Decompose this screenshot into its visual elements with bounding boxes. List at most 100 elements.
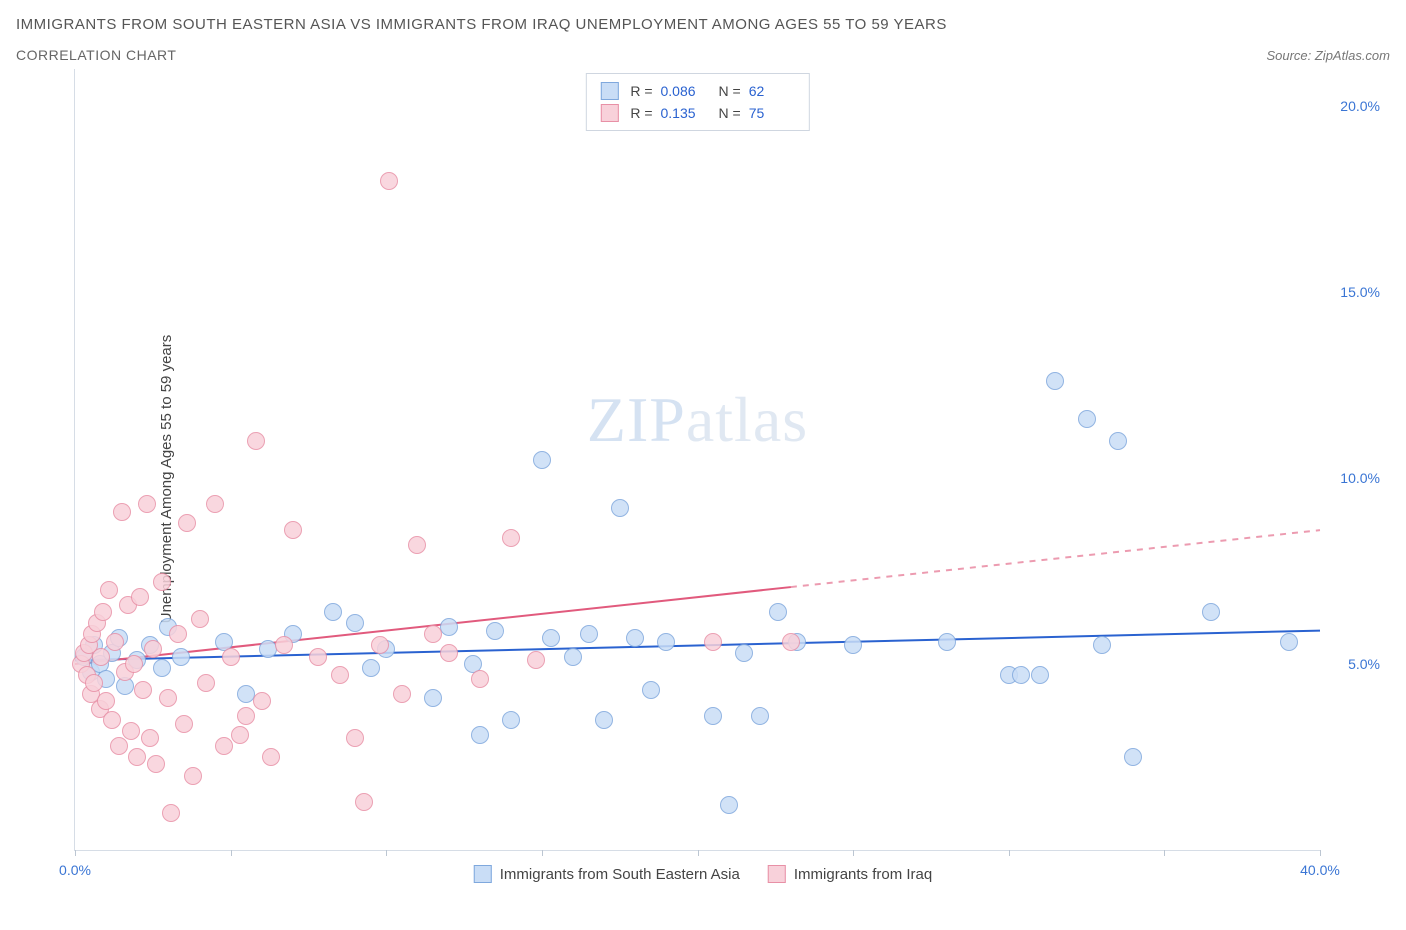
data-point [471, 670, 489, 688]
data-point [1202, 603, 1220, 621]
data-point [162, 804, 180, 822]
data-point [134, 681, 152, 699]
data-point [393, 685, 411, 703]
x-tick [853, 850, 854, 856]
data-point [657, 633, 675, 651]
data-point [1031, 666, 1049, 684]
data-point [371, 636, 389, 654]
data-point [1078, 410, 1096, 428]
data-point [197, 674, 215, 692]
data-point [1109, 432, 1127, 450]
data-point [380, 172, 398, 190]
data-point [1124, 748, 1142, 766]
data-point [611, 499, 629, 517]
x-tick [1164, 850, 1165, 856]
data-point [1012, 666, 1030, 684]
data-point [215, 737, 233, 755]
series-legend: Immigrants from South Eastern Asia Immigr… [474, 865, 932, 883]
data-point [542, 629, 560, 647]
data-point [172, 648, 190, 666]
chart-title: IMMIGRANTS FROM SOUTH EASTERN ASIA VS IM… [16, 16, 1390, 33]
data-point [169, 625, 187, 643]
y-tick-label: 15.0% [1326, 284, 1380, 300]
data-point [362, 659, 380, 677]
data-point [564, 648, 582, 666]
data-point [309, 648, 327, 666]
legend-item: Immigrants from Iraq [768, 865, 932, 883]
data-point [440, 644, 458, 662]
data-point [355, 793, 373, 811]
chart-subtitle: CORRELATION CHART [16, 47, 176, 63]
data-point [100, 581, 118, 599]
data-point [97, 692, 115, 710]
data-point [533, 451, 551, 469]
data-point [527, 651, 545, 669]
data-point [769, 603, 787, 621]
source-credit: Source: ZipAtlas.com [1266, 48, 1390, 63]
data-point [502, 529, 520, 547]
data-point [782, 633, 800, 651]
data-point [486, 622, 504, 640]
x-tick [1320, 850, 1321, 856]
data-point [1046, 372, 1064, 390]
data-point [237, 707, 255, 725]
trend-line-extrapolated [791, 530, 1320, 587]
legend-label: Immigrants from South Eastern Asia [500, 866, 740, 883]
data-point [735, 644, 753, 662]
data-point [262, 748, 280, 766]
data-point [128, 748, 146, 766]
data-point [626, 629, 644, 647]
legend-swatch [474, 865, 492, 883]
data-point [471, 726, 489, 744]
subtitle-row: CORRELATION CHART Source: ZipAtlas.com [16, 47, 1390, 63]
data-point [141, 729, 159, 747]
data-point [346, 614, 364, 632]
data-point [106, 633, 124, 651]
data-point [92, 648, 110, 666]
data-point [1280, 633, 1298, 651]
data-point [331, 666, 349, 684]
data-point [751, 707, 769, 725]
data-point [1093, 636, 1111, 654]
data-point [253, 692, 271, 710]
data-point [147, 755, 165, 773]
legend-item: Immigrants from South Eastern Asia [474, 865, 740, 883]
legend-swatch [768, 865, 786, 883]
data-point [440, 618, 458, 636]
x-tick [386, 850, 387, 856]
trendlines-layer [75, 69, 1320, 850]
data-point [94, 603, 112, 621]
data-point [704, 707, 722, 725]
data-point [231, 726, 249, 744]
data-point [222, 648, 240, 666]
data-point [122, 722, 140, 740]
data-point [844, 636, 862, 654]
x-tick [231, 850, 232, 856]
data-point [113, 503, 131, 521]
plot-area: ZIPatlas R =0.086N =62R =0.135N =75 5.0%… [74, 69, 1320, 851]
y-tick-label: 10.0% [1326, 470, 1380, 486]
x-tick [542, 850, 543, 856]
data-point [502, 711, 520, 729]
data-point [153, 573, 171, 591]
source-name: ZipAtlas.com [1315, 48, 1390, 63]
y-tick-label: 20.0% [1326, 98, 1380, 114]
correlation-scatter-chart: Unemployment Among Ages 55 to 59 years Z… [16, 69, 1390, 889]
x-tick [698, 850, 699, 856]
data-point [424, 625, 442, 643]
x-tick-label: 0.0% [59, 862, 91, 878]
data-point [191, 610, 209, 628]
data-point [247, 432, 265, 450]
data-point [85, 674, 103, 692]
data-point [424, 689, 442, 707]
data-point [125, 655, 143, 673]
data-point [175, 715, 193, 733]
data-point [103, 711, 121, 729]
data-point [153, 659, 171, 677]
legend-label: Immigrants from Iraq [794, 866, 932, 883]
data-point [110, 737, 128, 755]
data-point [159, 689, 177, 707]
data-point [580, 625, 598, 643]
data-point [138, 495, 156, 513]
data-point [642, 681, 660, 699]
